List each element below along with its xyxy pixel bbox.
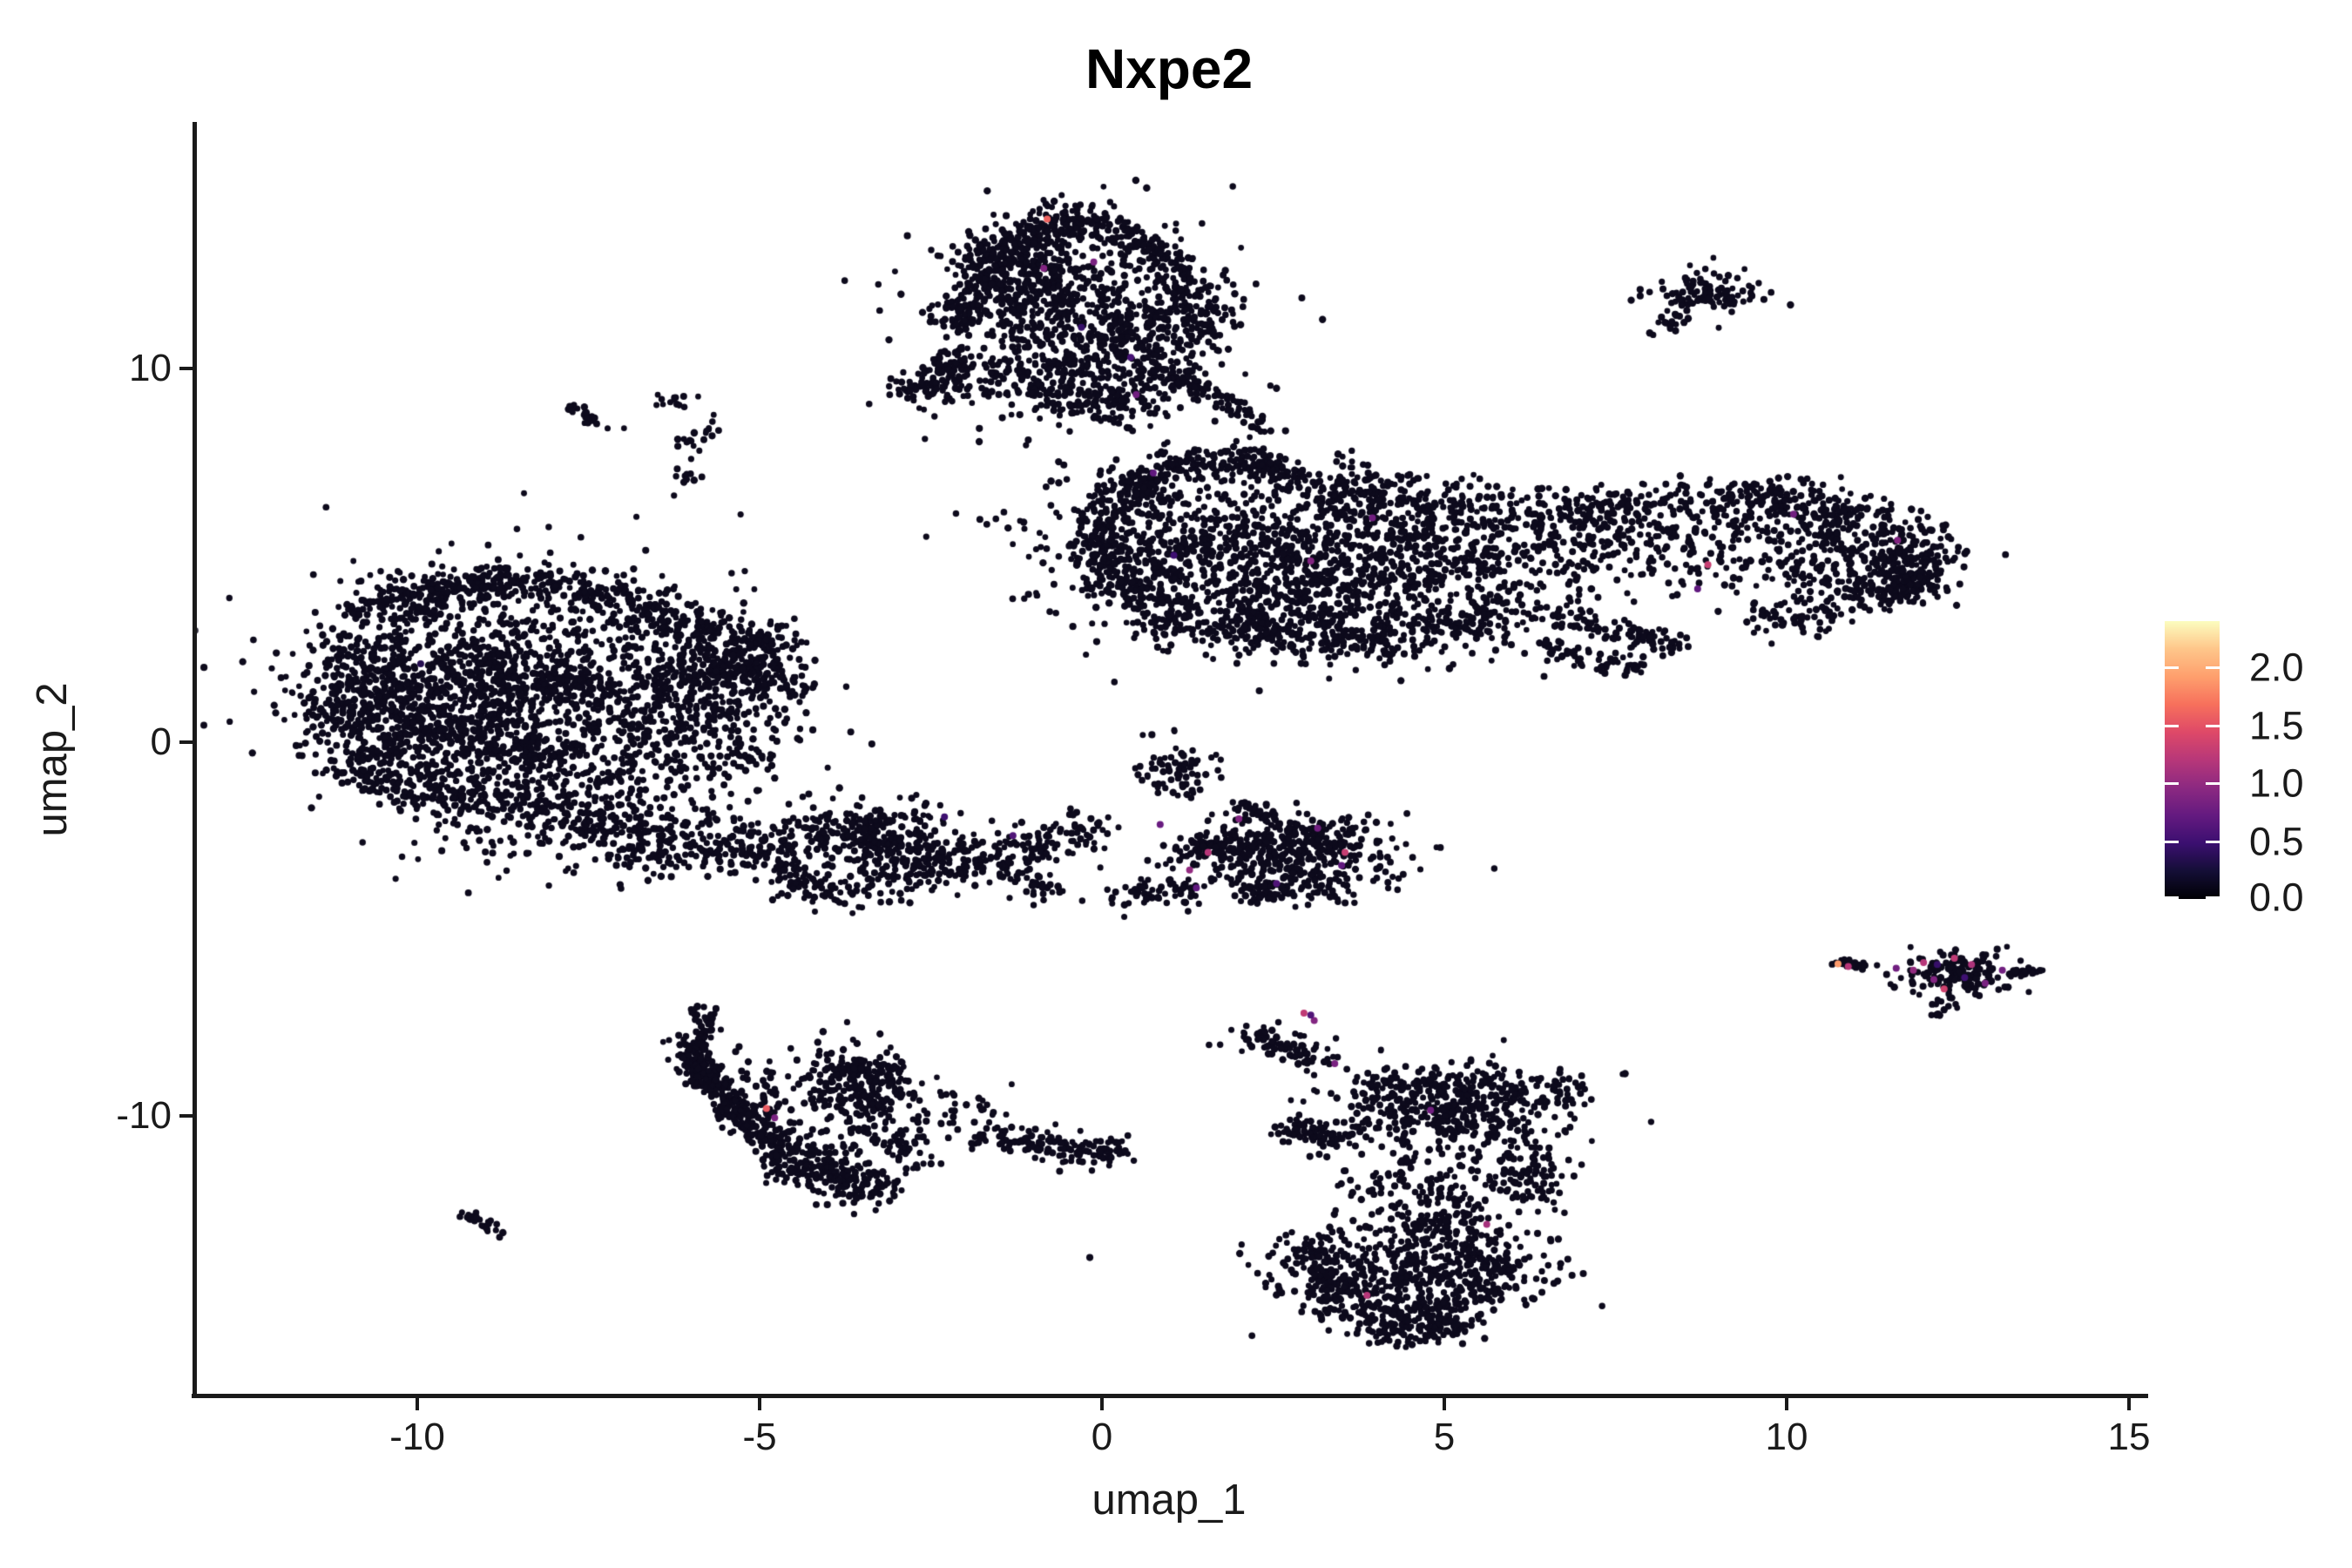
colorbar-tick-label: 2.0 (2249, 645, 2304, 690)
y-axis-label: umap_2 (29, 682, 76, 837)
colorbar-tick (2206, 896, 2220, 899)
x-tick-label: 0 (1091, 1416, 1113, 1458)
x-axis-tick (758, 1397, 761, 1410)
y-axis-tick (179, 1114, 193, 1118)
colorbar-tick-label: 1.0 (2249, 760, 2304, 806)
x-axis-tick (2127, 1397, 2131, 1410)
x-axis-label: umap_1 (1092, 1477, 1247, 1524)
colorbar-gradient (2165, 621, 2220, 899)
x-axis-tick (1785, 1397, 1788, 1410)
colorbar-tick (2206, 666, 2220, 670)
x-tick-label: 10 (1765, 1416, 1808, 1458)
y-tick-label: 0 (150, 720, 172, 763)
colorbar-tick-label: 0.5 (2249, 819, 2304, 864)
colorbar-tick (2206, 724, 2220, 727)
y-tick-label: 10 (129, 347, 172, 389)
colorbar-tick (2206, 782, 2220, 786)
x-tick-label: -5 (742, 1416, 777, 1458)
colorbar-tick-label: 1.5 (2249, 703, 2304, 748)
colorbar-tick (2206, 840, 2220, 843)
y-axis-tick (179, 367, 193, 370)
x-axis-tick (416, 1397, 419, 1410)
colorbar-tick (2165, 896, 2179, 899)
y-axis-tick (179, 740, 193, 744)
colorbar-tick (2165, 782, 2179, 786)
colorbar-tick (2165, 724, 2179, 727)
colorbar-tick (2165, 666, 2179, 670)
colorbar-tick (2165, 840, 2179, 843)
y-axis-line (193, 122, 197, 1398)
colorbar-tick-label: 0.0 (2249, 875, 2304, 920)
x-tick-label: 5 (1433, 1416, 1456, 1458)
x-axis-tick (1100, 1397, 1104, 1410)
y-tick-label: -10 (116, 1094, 172, 1137)
x-tick-label: -10 (389, 1416, 445, 1458)
plot-title: Nxpe2 (1085, 37, 1254, 100)
x-axis-tick (1443, 1397, 1446, 1410)
x-axis-line (192, 1394, 2148, 1398)
x-tick-label: 15 (2107, 1416, 2151, 1458)
